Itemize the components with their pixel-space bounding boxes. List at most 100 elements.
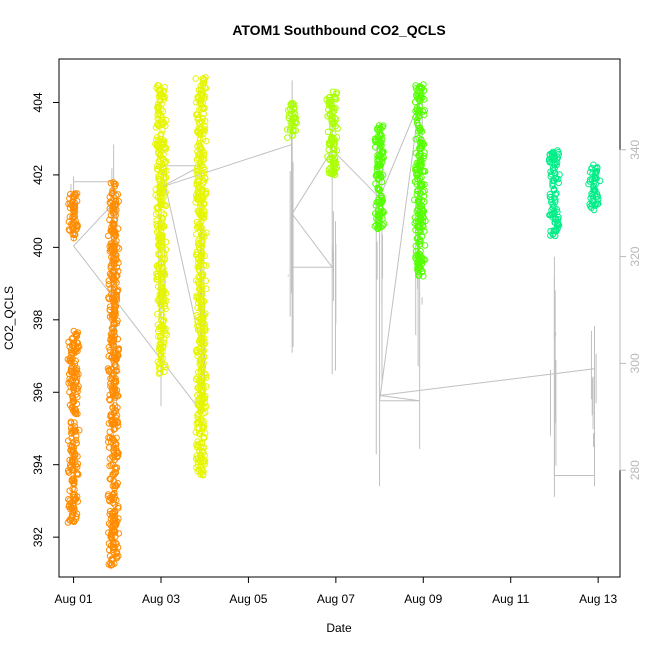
data-point: [106, 559, 114, 567]
data-point: [110, 284, 118, 291]
data-point: [74, 344, 82, 351]
data-point: [200, 435, 207, 442]
data-point: [201, 166, 208, 174]
data-point: [108, 189, 116, 197]
data-point: [68, 349, 76, 357]
data-point: [199, 458, 206, 465]
data-point: [73, 333, 81, 340]
data-point: [198, 447, 206, 455]
data-point: [153, 262, 161, 270]
data-point: [69, 193, 77, 200]
data-point: [70, 504, 78, 512]
data-point: [194, 111, 201, 119]
data-point: [590, 161, 597, 169]
data-point: [198, 118, 206, 126]
data-point: [199, 214, 206, 222]
data-point: [195, 237, 202, 245]
data-point: [113, 540, 120, 548]
data-point: [547, 158, 554, 166]
data-point: [154, 121, 161, 129]
data-point: [550, 167, 557, 174]
data-point: [67, 378, 74, 385]
data-point: [412, 248, 420, 255]
data-point: [417, 182, 425, 189]
data-point: [156, 360, 163, 368]
y-tick-label: 394: [31, 454, 45, 474]
data-point: [68, 443, 75, 451]
data-point: [332, 96, 340, 103]
data-point: [197, 339, 204, 347]
data-point: [373, 163, 381, 171]
data-point: [109, 333, 116, 341]
y2-tick-label: 280: [628, 460, 642, 480]
data-point: [111, 469, 118, 476]
data-point: [104, 365, 112, 372]
data-point: [412, 254, 419, 262]
data-point: [160, 96, 168, 103]
data-point: [104, 492, 112, 500]
data-point: [109, 371, 117, 379]
data-point: [197, 90, 204, 97]
data-point: [194, 170, 202, 177]
data-point: [112, 394, 119, 401]
y-tick-label: 400: [31, 237, 45, 257]
data-point: [114, 419, 121, 427]
data-point: [70, 327, 78, 335]
data-point: [195, 266, 203, 273]
data-point: [71, 409, 79, 417]
data-point: [333, 164, 341, 171]
data-point: [162, 202, 170, 210]
data-point: [74, 329, 82, 336]
data-point: [163, 117, 170, 124]
data-point: [588, 190, 595, 198]
data-point: [112, 232, 120, 239]
data-point: [109, 242, 116, 249]
data-point: [105, 366, 113, 374]
data-point: [105, 281, 113, 288]
chart-title: ATOM1 Southbound CO2_QCLS: [232, 22, 445, 38]
data-point: [157, 233, 164, 240]
data-point: [327, 170, 335, 177]
data-point: [591, 173, 599, 181]
data-point: [159, 119, 166, 126]
data-point: [157, 353, 165, 360]
data-point: [594, 200, 602, 207]
data-point: [113, 496, 120, 504]
data-point: [374, 185, 382, 192]
data-point: [155, 241, 162, 249]
data-point: [65, 226, 73, 233]
data-point: [70, 363, 78, 371]
data-point: [106, 508, 114, 515]
data-point: [288, 107, 296, 114]
data-point: [416, 127, 424, 134]
data-point: [115, 198, 122, 205]
data-point: [198, 379, 205, 387]
data-point: [412, 163, 419, 171]
data-point: [416, 106, 423, 114]
data-point: [113, 518, 121, 526]
data-point: [70, 234, 78, 242]
data-point: [154, 82, 161, 89]
data-point: [372, 138, 380, 146]
data-point: [110, 222, 117, 229]
data-point: [194, 142, 201, 150]
data-point: [70, 454, 77, 461]
data-point: [328, 117, 335, 124]
data-point: [588, 204, 595, 212]
data-point: [374, 155, 381, 162]
data-point: [554, 175, 562, 183]
data-point: [72, 349, 79, 356]
data-point: [194, 322, 201, 330]
data-point: [71, 373, 78, 380]
data-point: [417, 150, 424, 158]
data-point: [153, 270, 160, 278]
data-point: [414, 170, 422, 178]
data-point: [202, 374, 210, 381]
data-point: [420, 207, 428, 215]
data-point: [414, 197, 422, 204]
data-point: [161, 181, 169, 189]
data-point: [200, 459, 208, 466]
data-point: [194, 438, 201, 445]
data-point: [108, 315, 115, 323]
data-point: [109, 187, 116, 194]
